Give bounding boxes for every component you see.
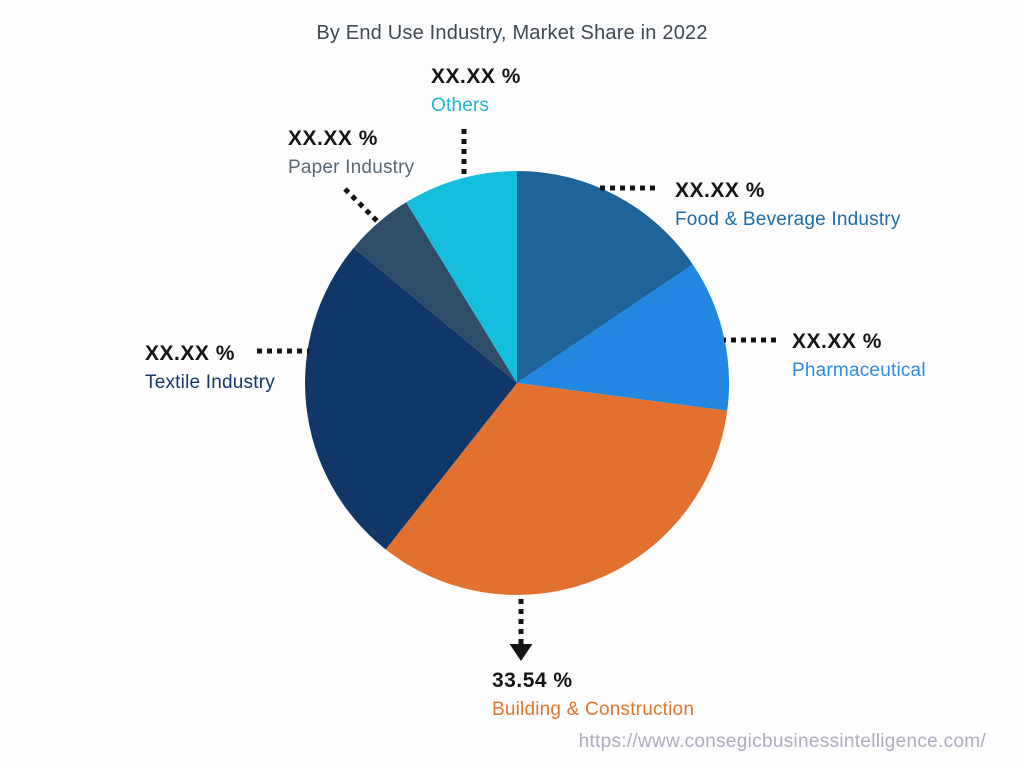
pie-slice-paper-industry bbox=[353, 202, 517, 383]
pie-slice-textile-industry bbox=[305, 247, 517, 550]
leader-paper-industry bbox=[343, 187, 382, 226]
chart-title: By End Use Industry, Market Share in 202… bbox=[316, 22, 708, 44]
name-paper-industry: Paper Industry bbox=[288, 157, 415, 178]
pie-slice-building-construction bbox=[385, 383, 728, 595]
pie-slice-others bbox=[406, 170, 517, 383]
callout-food-beverage-industry: XX.XX % Food & Beverage Industry bbox=[675, 179, 901, 231]
value-paper-industry: XX.XX % bbox=[288, 127, 378, 150]
name-building-construction: Building & Construction bbox=[492, 699, 695, 720]
value-textile-industry: XX.XX % bbox=[145, 342, 235, 365]
watermark-url: https://www.consegicbusinessintelligence… bbox=[578, 731, 986, 752]
value-others: XX.XX % bbox=[431, 65, 521, 88]
pie-slices-group bbox=[305, 170, 730, 595]
callout-building-construction: 33.54 % Building & Construction bbox=[492, 669, 694, 721]
value-pharmaceutical: XX.XX % bbox=[792, 330, 882, 353]
value-building-construction: 33.54 % bbox=[492, 669, 573, 692]
name-textile-industry: Textile Industry bbox=[145, 372, 275, 393]
name-others: Others bbox=[431, 95, 490, 116]
arrowhead-building-construction-icon bbox=[509, 644, 533, 661]
pie-slice-pharmaceutical bbox=[517, 264, 730, 411]
name-food-beverage-industry: Food & Beverage Industry bbox=[675, 209, 901, 230]
callout-others: XX.XX % Others bbox=[431, 65, 521, 117]
callout-textile-industry: XX.XX % Textile Industry bbox=[145, 342, 275, 394]
value-food-beverage-industry: XX.XX % bbox=[675, 179, 765, 202]
callout-pharmaceutical: XX.XX % Pharmaceutical bbox=[792, 330, 926, 382]
callout-paper-industry: XX.XX % Paper Industry bbox=[288, 127, 414, 179]
name-pharmaceutical: Pharmaceutical bbox=[792, 360, 926, 381]
pie-slice-food-beverage-industry bbox=[517, 171, 693, 383]
